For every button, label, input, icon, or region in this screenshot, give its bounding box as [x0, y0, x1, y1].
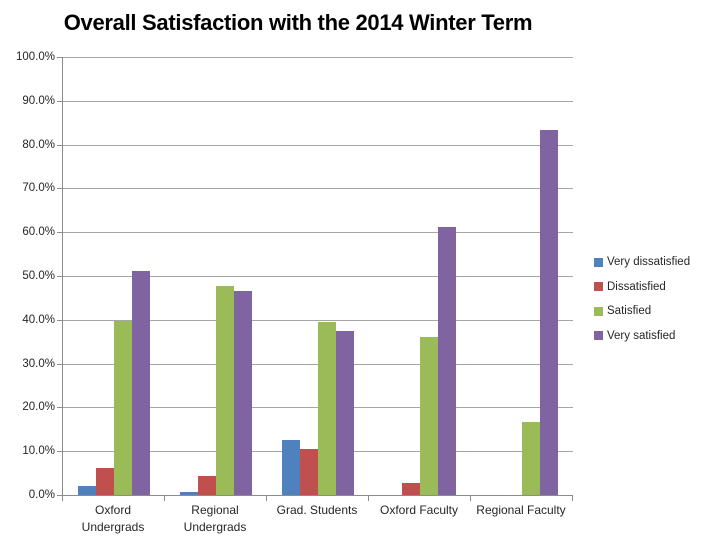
- legend-item: Very dissatisfied: [594, 250, 690, 275]
- gridline: [63, 188, 573, 190]
- bar: [114, 321, 132, 495]
- x-axis-category-label: Regional Faculty: [476, 503, 566, 517]
- y-axis-tick: [57, 495, 62, 496]
- gridline: [63, 100, 573, 102]
- legend-swatch-icon: [594, 282, 603, 292]
- bar-group: [369, 57, 471, 495]
- bar-group: [267, 57, 369, 495]
- bar: [300, 449, 318, 495]
- legend: Very dissatisfied Dissatisfied Satisfied Ve…: [594, 250, 690, 348]
- chart-title: Overall Satisfaction with the 2014 Winte…: [63, 10, 533, 35]
- y-axis-tick-label: 20.0%: [22, 401, 55, 414]
- x-axis-category-label: Oxford Undergrads: [81, 503, 145, 534]
- legend-label: Satisfied: [607, 305, 652, 318]
- bar: [420, 337, 438, 495]
- y-axis-tick: [57, 319, 62, 321]
- gridline: [63, 232, 573, 234]
- x-axis-category-label: Oxford Faculty: [379, 503, 459, 517]
- gridline: [63, 144, 573, 146]
- x-axis-tick: [266, 496, 267, 501]
- bar: [438, 227, 456, 495]
- legend-label: Very satisfied: [607, 329, 676, 342]
- legend-item: Satisfied: [594, 299, 690, 324]
- bar: [180, 492, 198, 495]
- bar: [336, 331, 354, 495]
- y-axis-tick: [57, 276, 62, 277]
- plot-area: [62, 57, 573, 496]
- y-axis-tick-label: 40.0%: [22, 313, 55, 326]
- y-axis-tick-label: 60.0%: [22, 226, 55, 239]
- bar: [540, 130, 558, 495]
- y-axis-tick-label: 70.0%: [22, 182, 55, 195]
- bar: [96, 468, 114, 495]
- y-axis-tick: [57, 407, 62, 409]
- bar: [234, 291, 252, 495]
- bar-group: [63, 57, 165, 495]
- y-axis-tick-label: 10.0%: [22, 445, 55, 458]
- bar: [198, 476, 216, 495]
- bar-group: [471, 57, 573, 495]
- legend-item: Very satisfied: [594, 324, 690, 349]
- bar: [132, 271, 150, 495]
- bar: [78, 486, 96, 495]
- y-axis-tick-label: 80.0%: [22, 138, 55, 151]
- y-axis-tick-label: 50.0%: [22, 270, 55, 282]
- x-axis-tick: [368, 496, 369, 501]
- bar: [318, 322, 336, 495]
- legend-label: Very dissatisfied: [607, 256, 691, 269]
- legend-swatch-icon: [594, 306, 603, 316]
- bar: [522, 422, 540, 495]
- gridline: [63, 276, 573, 277]
- x-axis-tick: [164, 496, 165, 501]
- legend-swatch-icon: [594, 331, 603, 341]
- y-axis-tick: [57, 144, 62, 146]
- x-axis-tick: [572, 496, 573, 501]
- y-axis-tick: [57, 57, 62, 58]
- legend-item: Dissatisfied: [594, 275, 690, 300]
- y-axis-tick-label: 100.0%: [15, 51, 55, 63]
- bar: [282, 440, 300, 495]
- y-axis-tick: [57, 100, 62, 102]
- y-axis-tick-label: 90.0%: [22, 94, 55, 107]
- gridline: [63, 319, 573, 321]
- gridline: [63, 57, 573, 58]
- y-axis-tick: [57, 232, 62, 234]
- legend-swatch-icon: [594, 257, 603, 267]
- bar: [216, 286, 234, 495]
- x-axis-category-label: Grad. Students: [276, 503, 358, 517]
- bar: [402, 483, 420, 495]
- legend-label: Dissatisfied: [607, 280, 666, 293]
- x-axis-tick: [62, 496, 63, 501]
- y-axis-tick: [57, 363, 62, 365]
- x-axis-category-label: Regional Undergrads: [183, 503, 247, 534]
- bar-group: [165, 57, 267, 495]
- y-axis-tick: [57, 451, 62, 453]
- y-axis-tick-label: 30.0%: [22, 357, 55, 370]
- y-axis-tick-label: 0.0%: [28, 489, 55, 501]
- x-axis-tick: [470, 496, 471, 501]
- y-axis-tick: [57, 188, 62, 190]
